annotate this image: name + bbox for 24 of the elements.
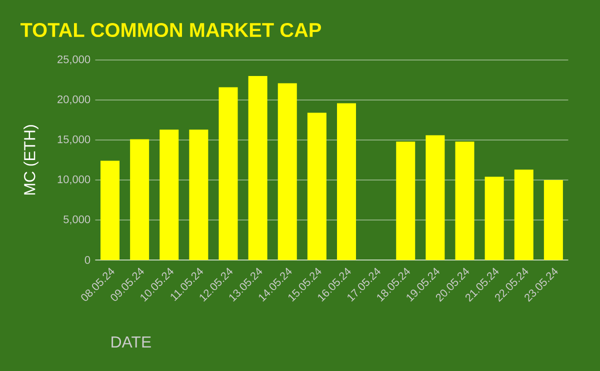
y-tick-label: 5,000 [64,215,90,225]
y-tick-label: 25,000 [58,55,90,65]
y-tick-label: 15,000 [58,135,90,145]
bar [248,76,268,260]
x-axis-title: DATE [112,336,151,348]
y-tick-label: 0 [84,256,90,264]
bar [189,130,208,260]
bar [484,176,504,260]
bar [160,130,179,260]
bar [544,180,563,260]
bar [130,139,150,260]
bar [396,142,416,260]
y-tick-label: 10,000 [58,175,90,185]
bar [455,142,474,260]
bar [218,87,238,260]
y-tick-label: 20,000 [58,95,90,105]
y-axis-title: MC (ETH) [24,125,38,195]
bar [514,170,534,260]
bar [100,160,120,260]
chart-title: TOTAL COMMON MARKET CAP [20,22,322,38]
bar [278,83,297,260]
bar [307,112,326,260]
bar [426,135,445,260]
bar [337,103,356,260]
